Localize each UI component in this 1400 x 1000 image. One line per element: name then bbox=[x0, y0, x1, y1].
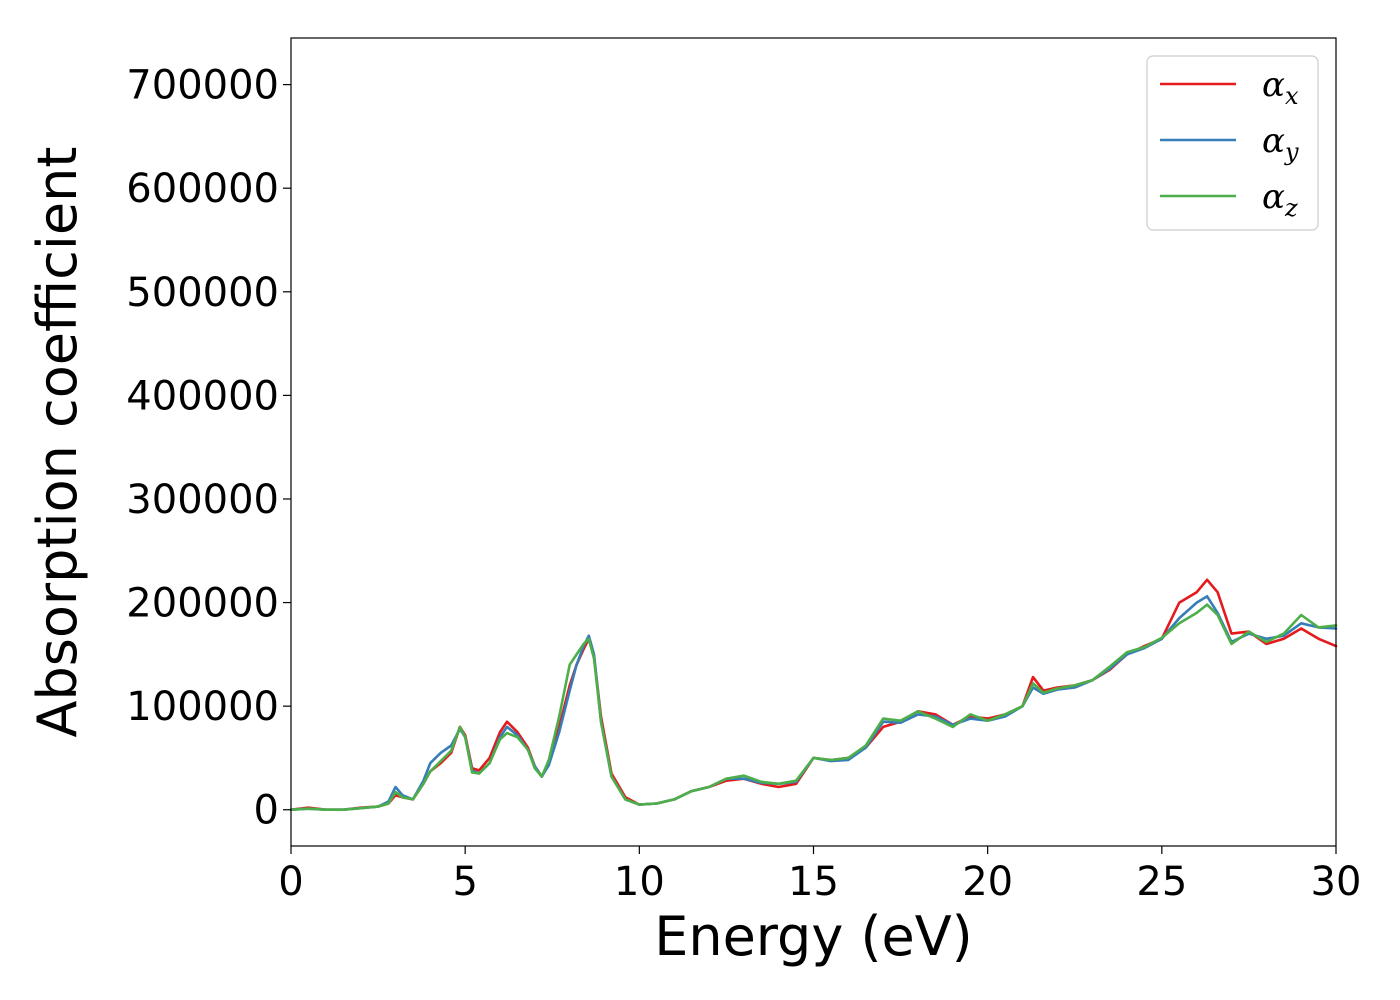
y-tick-label: 100000 bbox=[126, 684, 279, 730]
x-tick-label: 0 bbox=[278, 859, 303, 905]
x-tick-label: 20 bbox=[962, 859, 1013, 905]
legend-box bbox=[1146, 55, 1319, 231]
y-tick-label: 500000 bbox=[126, 270, 279, 316]
legend: αx αy αz bbox=[1146, 55, 1319, 231]
y-tick-label: 700000 bbox=[126, 63, 279, 109]
y-tick-label: 0 bbox=[254, 788, 279, 834]
x-tick-label: 30 bbox=[1311, 859, 1362, 905]
x-tick-label: 5 bbox=[452, 859, 477, 905]
y-tick-label: 200000 bbox=[126, 581, 279, 627]
x-axis-label: Energy (eV) bbox=[654, 905, 973, 968]
y-axis-label: Absorption coefficient bbox=[26, 147, 89, 738]
legend-label-x: αx bbox=[1262, 65, 1299, 110]
y-axis-ticks: 0 100000 200000 300000 400000 500000 600000 700… bbox=[126, 63, 291, 834]
x-axis-ticks: 0 5 10 15 20 25 30 bbox=[278, 846, 1361, 905]
x-tick-label: 15 bbox=[788, 859, 839, 905]
legend-label-y: αy bbox=[1262, 121, 1299, 166]
y-tick-label: 300000 bbox=[126, 477, 279, 523]
y-tick-label: 600000 bbox=[126, 166, 279, 212]
y-tick-label: 400000 bbox=[126, 373, 279, 419]
x-tick-label: 10 bbox=[614, 859, 665, 905]
x-tick-label: 25 bbox=[1136, 859, 1187, 905]
legend-label-z: αz bbox=[1262, 177, 1298, 222]
series-layer bbox=[289, 578, 1338, 811]
series-line-z bbox=[289, 603, 1338, 811]
